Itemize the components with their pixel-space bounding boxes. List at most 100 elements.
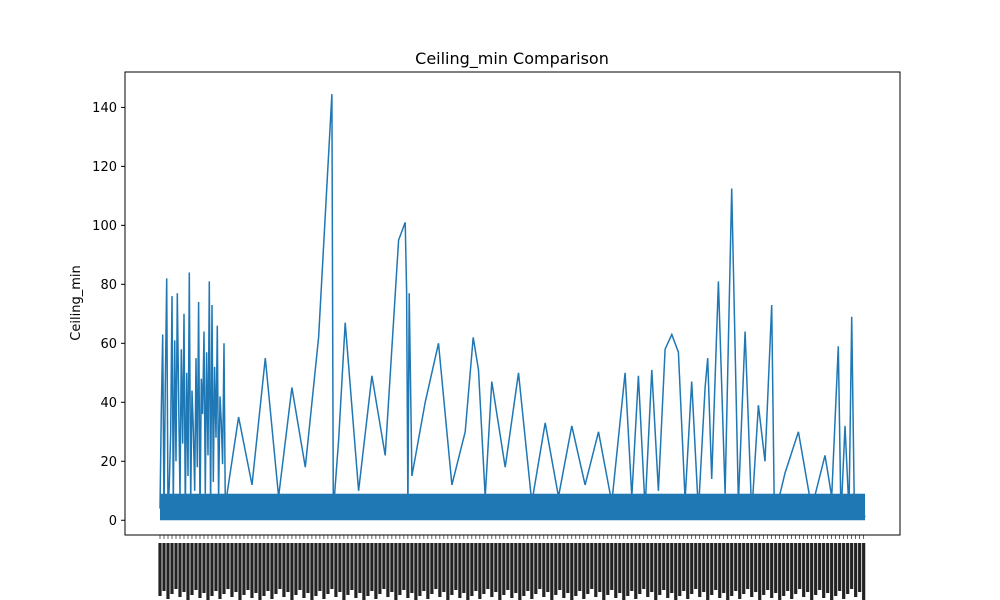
x-tick-label [806, 543, 810, 592]
x-tick-label [414, 543, 418, 600]
x-tick-label [698, 543, 702, 597]
x-tick-label [602, 543, 606, 600]
x-tick-label [846, 543, 850, 594]
x-tick-label [318, 543, 322, 591]
x-tick-label [438, 543, 442, 597]
x-tick-label [158, 543, 162, 596]
x-tick-label [470, 543, 474, 596]
x-tick-label [326, 543, 330, 594]
x-tick-label [174, 543, 178, 589]
x-tick-label [522, 543, 526, 596]
x-tick-label [782, 543, 786, 596]
x-tick-label [642, 543, 646, 589]
x-tick-label [638, 543, 642, 594]
x-tick-label [590, 543, 594, 589]
x-tick-label [670, 543, 674, 593]
x-tick-label [718, 543, 722, 598]
x-tick-label [730, 543, 734, 596]
y-tick-label: 140 [92, 101, 117, 116]
x-tick-label [390, 543, 394, 592]
x-tick-label [406, 543, 410, 598]
x-tick-label [410, 543, 414, 593]
x-tick-label [206, 543, 210, 600]
x-tick-label [346, 543, 350, 595]
x-tick-label [322, 543, 326, 599]
x-tick-label [170, 543, 174, 594]
x-tick-label [542, 543, 546, 597]
x-tick-label [710, 543, 714, 595]
x-tick-label [282, 543, 286, 597]
x-tick-label [278, 543, 282, 589]
x-tick-label [574, 543, 578, 596]
x-tick-label [186, 543, 190, 600]
x-tick-label [550, 543, 554, 600]
x-tick-label [270, 543, 274, 599]
x-tick-label [538, 543, 542, 589]
y-tick-label: 120 [92, 160, 117, 175]
x-tick-label [770, 543, 774, 598]
x-tick-label [250, 543, 254, 598]
x-tick-label [482, 543, 486, 594]
x-tick-label [442, 543, 446, 592]
x-tick-label [614, 543, 618, 598]
x-tick-label [634, 543, 638, 599]
x-tick-label [554, 543, 558, 595]
x-tick-label [502, 543, 506, 595]
x-tick-label [254, 543, 258, 593]
x-tick-label [490, 543, 494, 597]
x-tick-label [494, 543, 498, 592]
x-tick-label [234, 543, 238, 592]
x-tick-label [486, 543, 490, 589]
x-tick-label [430, 543, 434, 594]
x-tick-label [350, 543, 354, 590]
x-tick-label [750, 543, 754, 597]
x-tick-label [402, 543, 406, 590]
x-tick-label [274, 543, 278, 594]
x-tick-label [742, 543, 746, 594]
x-tick-label [354, 543, 358, 598]
x-tick-label [762, 543, 766, 595]
x-tick-label [506, 543, 510, 590]
x-tick-label [214, 543, 218, 591]
dense-baseline-band [160, 493, 865, 521]
x-tick-label [778, 543, 782, 600]
x-tick-label [374, 543, 378, 599]
x-tick-label [842, 543, 846, 599]
x-tick-label [726, 543, 730, 600]
x-tick-label [774, 543, 778, 593]
x-tick-label [202, 543, 206, 593]
x-tick-label [334, 543, 338, 597]
x-tick-label [786, 543, 790, 591]
x-tick-label [514, 543, 518, 593]
x-tick-label [546, 543, 550, 592]
x-tick-label [230, 543, 234, 597]
x-tick-label [286, 543, 290, 592]
x-tick-label [702, 543, 706, 592]
x-tick-label [682, 543, 686, 591]
chart-title: Ceiling_min Comparison [415, 49, 609, 69]
x-tick-label [566, 543, 570, 593]
x-axis [158, 535, 866, 600]
x-tick-label [714, 543, 718, 590]
x-tick-label [210, 543, 214, 596]
x-tick-label [266, 543, 270, 591]
x-tick-label [622, 543, 626, 600]
x-tick-label [310, 543, 314, 600]
x-tick-label [582, 543, 586, 599]
x-tick-label [454, 543, 458, 590]
y-tick-label: 80 [100, 278, 117, 293]
x-tick-label [686, 543, 690, 599]
x-tick-label [618, 543, 622, 593]
x-tick-label [294, 543, 298, 595]
x-tick-label [358, 543, 362, 593]
x-tick-label [314, 543, 318, 596]
x-tick-label [262, 543, 266, 596]
x-tick-label [246, 543, 250, 590]
x-tick-label [810, 543, 814, 600]
x-tick-label [570, 543, 574, 600]
x-tick-label [194, 543, 198, 590]
x-tick-label [654, 543, 658, 600]
y-tick-label: 0 [109, 514, 117, 529]
x-tick-label [498, 543, 502, 600]
x-tick-label [434, 543, 438, 589]
